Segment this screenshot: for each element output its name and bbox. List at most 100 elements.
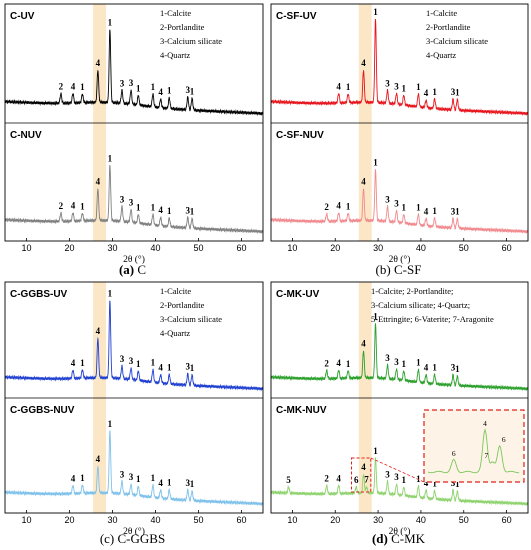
peak-label: 2 — [324, 202, 329, 212]
x-tick-label: 50 — [193, 243, 203, 253]
peak-label: 4 — [361, 177, 366, 187]
peak-label: 1 — [80, 82, 85, 92]
series-line-c-mk-nuv — [270, 457, 529, 507]
plot-frame — [270, 3, 529, 242]
series-line-c-ggbs-nuv — [4, 429, 264, 507]
peak-label: 1 — [346, 359, 351, 369]
peak-label: 7 — [364, 475, 369, 485]
x-tick-label: 40 — [416, 515, 426, 525]
peak-label: 3 — [120, 194, 125, 204]
peak-label: 2 — [59, 82, 64, 92]
legend-entry: 3-Calcium silicate — [160, 314, 222, 324]
highlight-band — [93, 4, 107, 241]
x-tick-label: 50 — [193, 515, 203, 525]
x-tick-label: 30 — [107, 243, 117, 253]
legend-entry: 4-Quartz — [426, 50, 456, 60]
peak-label: 1 — [432, 362, 437, 372]
peak-label: 4 — [361, 58, 366, 68]
series-line-c-sf-uv — [270, 18, 529, 117]
x-tick-label: 40 — [150, 243, 160, 253]
peak-label: 1 — [373, 446, 378, 456]
x-tick-label: 50 — [459, 243, 469, 253]
peak-label: 1 — [108, 18, 113, 28]
x-tick-label: 60 — [502, 515, 512, 525]
legend-entry: 4-Quartz — [160, 50, 190, 60]
legend-entry: 3-Calcium silicate — [426, 36, 488, 46]
x-axis-label: 2θ (°) — [389, 526, 411, 537]
legend-entry: 2-Portlandite — [160, 300, 205, 310]
peak-label: 4 — [158, 478, 163, 488]
peak-label: 3 — [394, 199, 399, 209]
x-axis-label: 2θ (°) — [389, 254, 411, 265]
peak-label: 1 — [80, 201, 85, 211]
peak-label: 3 — [451, 87, 456, 97]
peak-label: 1 — [416, 358, 421, 368]
highlight-band — [358, 282, 372, 513]
peak-label: 3 — [385, 194, 390, 204]
x-tick-label: 20 — [64, 515, 74, 525]
peak-label: 4 — [424, 88, 429, 98]
plot-frame — [270, 281, 529, 514]
x-tick-label: 10 — [287, 515, 297, 525]
peak-label: 4 — [424, 206, 429, 216]
peak-label: 1 — [346, 82, 351, 92]
series-name: C-SF-UV — [276, 11, 317, 22]
peak-label: 1 — [136, 359, 141, 369]
peak-label: 3 — [451, 478, 456, 488]
series-name: C-GGBS-UV — [10, 289, 68, 300]
peak-label: 3 — [394, 357, 399, 367]
peak-label: 1 — [416, 202, 421, 212]
peak-label: 1 — [167, 86, 172, 96]
caption-d: (d) C-MK — [371, 531, 426, 546]
x-axis-label: 2θ (°) — [123, 526, 145, 537]
peak-label: 1 — [190, 86, 195, 96]
series-name: C-NUV — [10, 130, 42, 141]
peak-label: 4 — [158, 87, 163, 97]
x-tick-label: 20 — [330, 515, 340, 525]
peak-label: 1 — [151, 358, 156, 368]
peak-label: 1 — [136, 203, 141, 213]
x-tick-label: 30 — [373, 243, 383, 253]
series-name: C-UV — [10, 11, 35, 22]
peak-label: 4 — [336, 473, 341, 483]
peak-label: 1 — [432, 87, 437, 97]
peak-label: 1 — [80, 473, 85, 483]
series-name: C-MK-UV — [276, 289, 320, 300]
zoom-region-box — [351, 457, 372, 493]
x-tick-label: 40 — [416, 243, 426, 253]
peak-label: 1 — [190, 207, 195, 217]
legend-entry: 1-Calcite — [426, 8, 457, 18]
peak-label: 3 — [129, 197, 134, 207]
peak-label: 1 — [416, 474, 421, 484]
peak-label: 4 — [71, 473, 76, 483]
peak-label: 3 — [186, 362, 191, 372]
peak-label: 4 — [361, 339, 366, 349]
peak-label: 6 — [354, 475, 359, 485]
peak-label: 4 — [336, 81, 341, 91]
legend-entry: 2-Portlandite — [160, 22, 205, 32]
peak-label: 1 — [167, 206, 172, 216]
x-tick-label: 40 — [150, 515, 160, 525]
series-line-c-sf-nuv — [270, 168, 529, 235]
legend-entry: 5-Ettringite; 6-Vaterite; 7-Aragonite — [371, 314, 494, 324]
x-tick-label: 60 — [502, 243, 512, 253]
peak-label: 3 — [385, 353, 390, 363]
peak-label: 1 — [346, 201, 351, 211]
caption-a: (a) C — [118, 262, 147, 277]
x-tick-label: 20 — [64, 243, 74, 253]
peak-label: 1 — [455, 479, 460, 489]
peak-label: 1 — [402, 203, 407, 213]
peak-label: 3 — [129, 472, 134, 482]
peak-label: 3 — [129, 78, 134, 88]
peak-label: 3 — [385, 469, 390, 479]
peak-label: 4 — [336, 201, 341, 211]
peak-label: 4 — [158, 363, 163, 373]
series-line-c-uv — [4, 29, 264, 116]
inset-box — [423, 409, 525, 483]
peak-label: 1 — [455, 364, 460, 374]
peak-label: 1 — [151, 473, 156, 483]
peak-label: 4 — [336, 358, 341, 368]
peak-label: 3 — [385, 78, 390, 88]
